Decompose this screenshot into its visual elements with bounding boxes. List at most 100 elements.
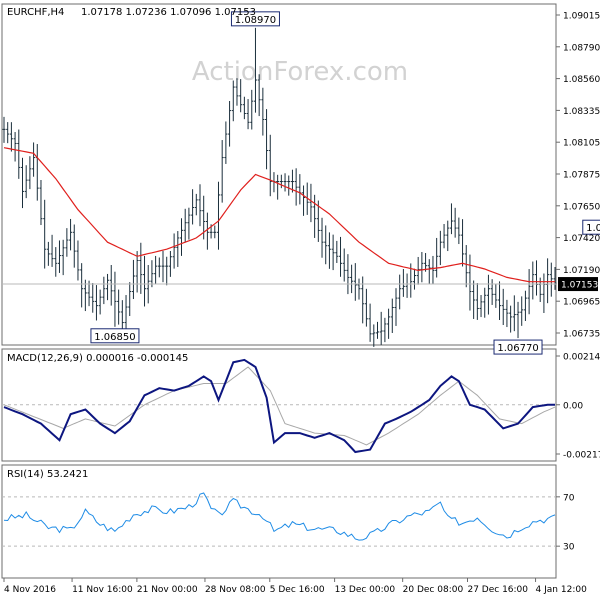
ohlc-bar	[490, 279, 494, 305]
macd-line	[3, 358, 555, 454]
ohlc-bar	[442, 223, 446, 249]
y-tick-label: 70	[563, 493, 575, 503]
annotation-box	[230, 11, 280, 27]
ohlc-bar	[205, 212, 209, 250]
ohlc-bar	[375, 321, 379, 339]
ohlc-bar	[235, 78, 239, 106]
ohlc-bar	[17, 129, 21, 179]
y-tick-label: 1.08335	[563, 107, 600, 117]
ohlc-bar	[279, 174, 283, 189]
ohlc-bar	[339, 236, 343, 277]
watermark: ActionForex.com	[192, 57, 408, 87]
x-tick-label: 13 Dec 00:00	[335, 585, 396, 595]
ohlc-bar	[239, 79, 243, 113]
ohlc-bar	[353, 263, 357, 301]
y-tick-label: 1.07420	[563, 234, 600, 244]
ohlc-bar	[91, 283, 95, 313]
current-price-tag-label: 1.07153	[561, 281, 598, 291]
annotation-box	[90, 328, 140, 344]
ohlc-bar	[401, 269, 405, 297]
macd-signal-line	[3, 366, 556, 446]
ohlc-bar	[494, 284, 498, 308]
x-tick-label: 4 Nov 2016	[4, 585, 56, 595]
ohlc-bar	[379, 311, 383, 345]
ohlc-bar	[461, 219, 465, 267]
ohlc-bar	[324, 225, 328, 265]
y-tick-label: 30	[563, 543, 575, 553]
ohlc-bar	[28, 156, 32, 190]
ohlc-bar	[520, 296, 524, 326]
ohlc-bar	[102, 276, 106, 305]
y-tick-label: 1.06735	[563, 330, 600, 340]
y-tick-label: 1.07650	[563, 202, 600, 212]
ohlc-bar	[350, 264, 354, 294]
ohlc-bar	[69, 218, 73, 251]
ohlc-bar	[316, 200, 320, 242]
ohlc-bar	[9, 122, 13, 152]
ohlc-bar	[472, 280, 476, 319]
moving-average-line	[3, 147, 555, 283]
ohlc-bar	[427, 259, 431, 285]
ohlc-bar	[523, 290, 527, 322]
y-tick-label: 0.002148	[563, 353, 600, 363]
ohlc-bar	[83, 279, 87, 312]
ohlc-bar	[194, 193, 198, 216]
ohlc-bar	[342, 248, 346, 282]
ohlc-bar	[250, 89, 254, 130]
ohlc-bar	[143, 255, 147, 307]
ohlc-bar	[113, 271, 117, 327]
ohlc-bar	[435, 237, 439, 278]
ohlc-bar	[54, 247, 58, 277]
ohlc-bar	[320, 217, 324, 258]
ohlc-bar	[309, 183, 313, 223]
y-tick-label: 1.08105	[563, 139, 600, 149]
ohlc-bar	[294, 168, 298, 206]
ohlc-bar	[261, 87, 265, 136]
y-tick-label: 1.09015	[563, 12, 600, 22]
x-tick-label: 28 Nov 08:00	[205, 585, 266, 595]
ohlc-bar	[13, 132, 17, 162]
annotation-box	[582, 219, 600, 235]
ohlc-bar	[168, 251, 172, 277]
ohlc-bar	[453, 207, 457, 238]
ohlc-bar	[154, 255, 158, 285]
ohlc-bar	[509, 305, 513, 333]
ohlc-bar	[24, 165, 28, 199]
ohlc-bar	[117, 289, 121, 325]
x-tick-label: 27 Dec 16:00	[467, 585, 528, 595]
ohlc-bar	[220, 140, 224, 203]
ohlc-bar	[139, 242, 143, 294]
annotation-label: 1.06850	[94, 332, 135, 343]
y-tick-label: 1.07190	[563, 266, 600, 276]
ohlc-readout: 1.07178 1.07236 1.07096 1.07153	[81, 7, 256, 18]
rsi-label: RSI(14) 53.2421	[7, 469, 88, 480]
ohlc-bar	[246, 99, 250, 130]
ohlc-bar	[180, 218, 184, 256]
ohlc-bar	[475, 283, 479, 320]
ohlc-bar	[486, 274, 490, 315]
ohlc-bar	[131, 259, 135, 300]
ohlc-bar	[20, 157, 24, 209]
ohlc-bar	[265, 109, 269, 170]
ohlc-bar	[479, 295, 483, 318]
ohlc-bar	[65, 228, 69, 257]
ohlc-bar	[183, 208, 187, 243]
ohlc-bar	[498, 281, 502, 321]
ohlc-bar	[57, 240, 61, 273]
ohlc-bar	[553, 266, 557, 290]
ohlc-bar	[283, 173, 287, 192]
ohlc-bar	[398, 274, 402, 310]
annotation-label: 1.07620	[586, 223, 600, 234]
x-tick-label: 4 Jan 12:00	[536, 585, 588, 595]
ohlc-bar	[483, 287, 487, 318]
y-tick-label: 1.06965	[563, 298, 600, 308]
ohlc-bar	[505, 299, 509, 328]
ohlc-bar	[198, 184, 202, 227]
ohlc-bar	[302, 185, 306, 216]
ohlc-bar	[290, 169, 294, 193]
ohlc-bar	[424, 253, 428, 272]
ohlc-bar	[76, 240, 80, 281]
ohlc-bar	[449, 203, 453, 235]
